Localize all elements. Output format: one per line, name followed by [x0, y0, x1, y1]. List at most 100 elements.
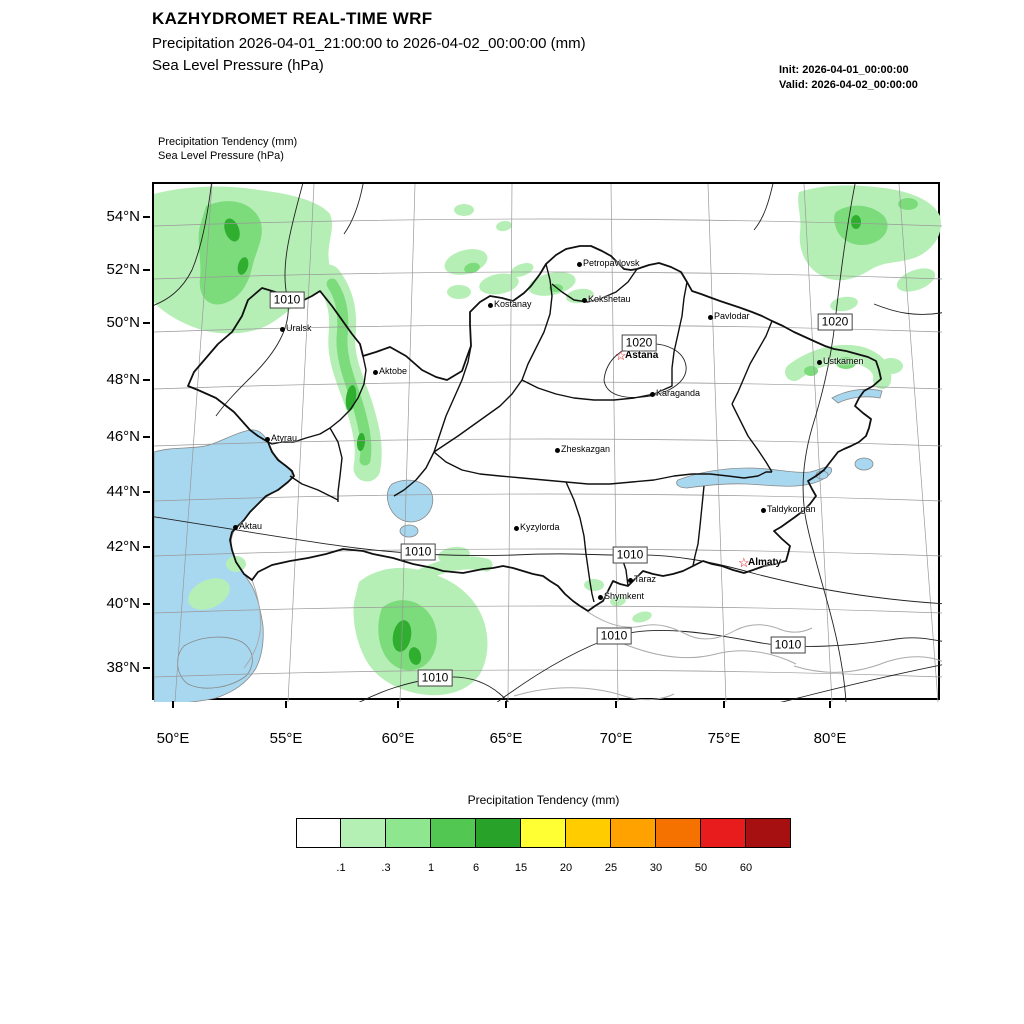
city-label: Taldykorgan — [767, 504, 816, 514]
map-inner-legend: Precipitation Tendency (mm) Sea Level Pr… — [158, 135, 297, 163]
city-label: Shymkent — [604, 591, 645, 601]
lon-label: 50°E — [156, 730, 190, 747]
city-marker-star: ☆ — [615, 348, 627, 363]
lon-tick-mark — [723, 701, 725, 708]
lat-label: 46°N — [106, 428, 140, 445]
lat-tick-mark — [143, 667, 150, 669]
pressure-label: 1020 — [817, 313, 853, 331]
lat-label: 48°N — [106, 371, 140, 388]
map-inner-legend-line1: Precipitation Tendency (mm) — [158, 136, 298, 148]
city-label: Kyzylorda — [520, 522, 560, 532]
lat-tick-mark — [143, 491, 150, 493]
city-label: Zheskazgan — [561, 444, 611, 454]
colorbar-tick-label: 6 — [472, 862, 480, 874]
lat-label: 40°N — [106, 595, 140, 612]
init-time: Init: 2026-04-01_00:00:00 — [779, 64, 909, 76]
page-title: KAZHYDROMET REAL-TIME WRF — [152, 9, 433, 28]
colorbar-cell — [431, 818, 476, 848]
map-frame: Petropavlovsk Kostanay Kokshetau Pavlodar Ur… — [152, 182, 942, 702]
country-border — [187, 245, 882, 612]
colorbar-cell — [521, 818, 566, 848]
city-marker-dot — [598, 595, 603, 600]
city-marker-dot — [555, 448, 560, 453]
oblast-borders — [267, 263, 773, 603]
city-marker-dot — [582, 298, 587, 303]
colorbar — [296, 818, 791, 848]
lon-label: 55°E — [269, 730, 303, 747]
city-marker-dot — [761, 508, 766, 513]
city-label: Pavlodar — [714, 311, 750, 321]
colorbar-tick-label: 50 — [694, 862, 708, 874]
city-label: Astana — [625, 350, 659, 361]
lake-zaysan — [831, 388, 883, 404]
map-canvas — [154, 184, 942, 702]
map-inner-legend-line2: Sea Level Pressure (hPa) — [158, 150, 284, 162]
lon-tick-mark — [615, 701, 617, 708]
city-label: Taraz — [634, 574, 657, 584]
lake-balkhash — [676, 466, 833, 489]
lon-label: 80°E — [813, 730, 847, 747]
lon-tick-mark — [172, 701, 174, 708]
city-marker-dot — [373, 370, 378, 375]
city-label: Aktau — [239, 521, 263, 531]
colorbar-tick-label: 60 — [739, 862, 753, 874]
lat-tick-mark — [143, 546, 150, 548]
city-marker-dot — [233, 525, 238, 530]
city-label: Kostanay — [494, 299, 532, 309]
pressure-label: 1010 — [612, 546, 648, 564]
kazakhstan-borders — [187, 245, 882, 612]
city-marker-dot — [514, 526, 519, 531]
lon-tick-mark — [505, 701, 507, 708]
lat-tick-mark — [143, 436, 150, 438]
pressure-label: 1010 — [400, 543, 436, 561]
lon-label: 70°E — [599, 730, 633, 747]
colorbar-cell — [386, 818, 431, 848]
city-marker-dot — [280, 327, 285, 332]
city-label: Kokshetau — [588, 294, 631, 304]
foreign-borders — [243, 579, 942, 701]
lon-tick-mark — [285, 701, 287, 708]
pressure-label: 1010 — [269, 291, 305, 309]
city-label: Karaganda — [656, 388, 701, 398]
lat-label: 42°N — [106, 538, 140, 555]
valid-time: Valid: 2026-04-02_00:00:00 — [779, 79, 918, 91]
pressure-label: 1010 — [417, 669, 453, 687]
lon-tick-mark — [397, 701, 399, 708]
lat-tick-mark — [143, 216, 150, 218]
city-marker-star: ☆ — [738, 555, 750, 570]
city-label: Aktobe — [379, 366, 408, 376]
isobars — [154, 184, 942, 702]
lon-tick-mark — [829, 701, 831, 708]
lon-label: 60°E — [381, 730, 415, 747]
lake-alakol — [854, 457, 874, 471]
colorbar-tick-label: .1 — [336, 862, 346, 874]
lon-label: 75°E — [707, 730, 741, 747]
city-label: Atyrau — [271, 433, 298, 443]
precip-mid-band — [326, 278, 372, 466]
lat-label: 38°N — [106, 659, 140, 676]
city-marker-dot — [817, 360, 822, 365]
colorbar-cell — [566, 818, 611, 848]
subtitle-pressure: Sea Level Pressure (hPa) — [152, 57, 324, 74]
lat-label: 44°N — [106, 483, 140, 500]
city-marker-dot — [650, 392, 655, 397]
lat-tick-mark — [143, 269, 150, 271]
city-marker-dot — [628, 578, 633, 583]
subtitle-precipitation: Precipitation 2026-04-01_21:00:00 to 202… — [152, 35, 586, 52]
lat-label: 54°N — [106, 208, 140, 225]
colorbar-cell — [341, 818, 386, 848]
colorbar-tick-label: 25 — [604, 862, 618, 874]
pressure-label: 1010 — [596, 627, 632, 645]
colorbar-tick-label: 20 — [559, 862, 573, 874]
colorbar-cell — [611, 818, 656, 848]
lat-label: 52°N — [106, 261, 140, 278]
city-label: Uralsk — [286, 323, 312, 333]
aral-sea-south — [399, 524, 419, 538]
city-marker-dot — [488, 303, 493, 308]
graticule — [154, 184, 942, 702]
colorbar-cell — [701, 818, 746, 848]
colorbar-cell — [656, 818, 701, 848]
city-marker-dot — [265, 437, 270, 442]
colorbar-cell — [476, 818, 521, 848]
